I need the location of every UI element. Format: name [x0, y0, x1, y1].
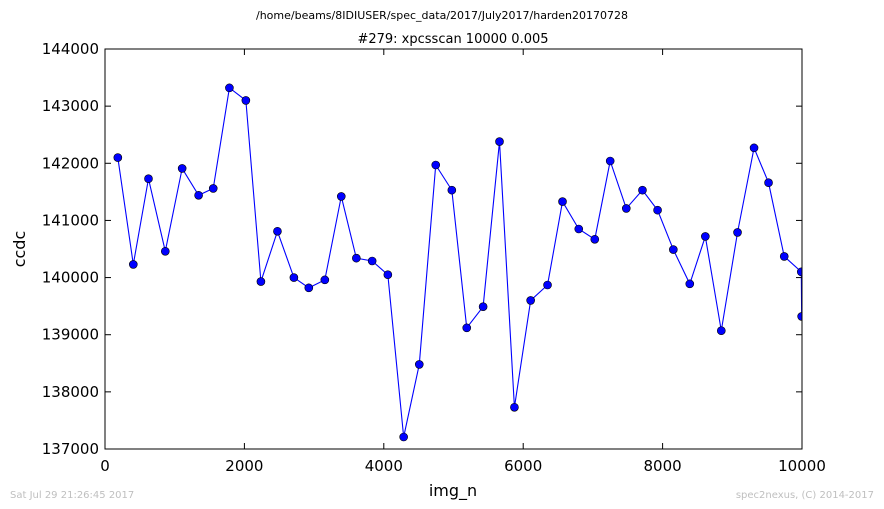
- suptitle: /home/beams/8IDIUSER/spec_data/2017/July…: [256, 9, 628, 22]
- x-tick-label: 10000: [778, 457, 826, 475]
- data-point: [526, 296, 535, 305]
- data-point: [478, 302, 488, 312]
- data-point: [779, 252, 789, 261]
- data-point: [383, 270, 393, 280]
- data-point: [733, 228, 742, 237]
- data-point: [225, 83, 234, 93]
- data-point: [669, 245, 678, 254]
- data-point: [797, 267, 802, 277]
- data-point: [320, 275, 330, 285]
- y-tick-label: 141000: [42, 211, 99, 229]
- data-point: [558, 197, 567, 206]
- x-tick-label: 8000: [644, 457, 682, 475]
- y-tick-label: 137000: [42, 440, 99, 458]
- x-tick-label: 6000: [504, 457, 542, 475]
- data-point: [495, 137, 504, 146]
- data-point: [431, 160, 441, 170]
- data-point: [462, 323, 472, 333]
- data-point: [160, 246, 170, 256]
- data-point: [414, 360, 424, 369]
- data-point: [716, 326, 726, 336]
- data-point: [638, 185, 647, 195]
- footer-timestamp: Sat Jul 29 21:26:45 2017: [10, 490, 134, 501]
- data-point: [129, 260, 138, 269]
- data-point: [113, 153, 123, 162]
- data-point: [208, 184, 218, 193]
- data-point: [367, 256, 377, 266]
- data-point: [352, 253, 361, 263]
- data-point: [653, 205, 662, 215]
- x-tick-label: 2000: [225, 457, 263, 475]
- x-tick-label: 4000: [365, 457, 403, 475]
- data-point: [289, 273, 299, 282]
- data-point: [273, 226, 282, 236]
- data-point: [749, 143, 759, 153]
- y-tick-label: 143000: [42, 97, 99, 115]
- data-point: [447, 185, 457, 195]
- data-point: [144, 174, 153, 184]
- y-tick-label: 142000: [42, 154, 99, 172]
- y-tick-label: 138000: [42, 383, 99, 401]
- data-point: [336, 192, 346, 201]
- footer-credit: spec2nexus, (C) 2014-2017: [736, 490, 874, 501]
- data-point: [256, 277, 266, 286]
- axis-ticks: 0 2000 4000 6000 8000 10000 137000 138000 139000…: [42, 40, 826, 475]
- x-axis-label: img_n: [429, 481, 477, 501]
- data-point: [621, 204, 631, 213]
- plot-frame: [104, 48, 803, 450]
- data-point: [605, 156, 615, 166]
- plot-area: [113, 83, 802, 442]
- data-point: [194, 190, 203, 200]
- y-tick-label: 140000: [42, 269, 99, 287]
- data-point: [241, 96, 251, 105]
- data-point: [764, 178, 773, 188]
- y-tick-label: 144000: [42, 40, 99, 58]
- data-point: [510, 402, 519, 412]
- y-axis-label: ccdc: [10, 231, 29, 268]
- data-point: [543, 280, 552, 290]
- y-tick-label: 139000: [42, 326, 99, 344]
- data-point: [574, 224, 584, 234]
- data-point: [685, 279, 695, 289]
- data-point: [177, 164, 187, 173]
- data-point: [590, 234, 600, 244]
- data-point: [304, 283, 314, 293]
- data-point: [399, 432, 408, 442]
- data-point: [701, 232, 710, 241]
- series-line: [117, 86, 802, 438]
- x-tick-label: 0: [100, 457, 110, 475]
- chart-title: #279: xpcsscan 10000 0.005: [357, 32, 548, 47]
